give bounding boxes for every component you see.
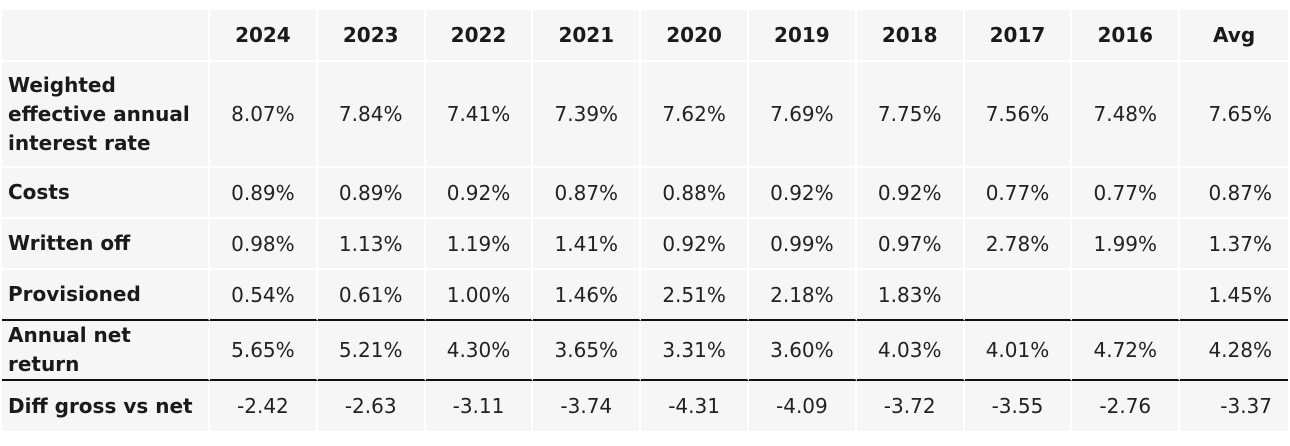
table-cell: 0.98% (210, 219, 318, 270)
table-cell: 1.99% (1072, 219, 1181, 270)
table-cell-average: 1.45% (1180, 270, 1288, 321)
table-cell: 3.65% (533, 321, 642, 381)
table-row-interest-rate: Weighted effective annual interest rate … (2, 62, 1288, 168)
table-cell: 0.89% (210, 168, 318, 219)
table-cell: 0.89% (317, 168, 426, 219)
table-cell: -3.11 (425, 381, 534, 433)
table-cell: 5.21% (317, 321, 426, 381)
table-cell: 1.19% (425, 219, 534, 270)
table-cell: 0.99% (748, 219, 857, 270)
table-cell: 4.72% (1072, 321, 1181, 381)
row-label: Written off (2, 219, 210, 270)
table-cell: -2.63 (317, 381, 426, 433)
table-cell: 0.61% (317, 270, 426, 321)
table-cell-average: 0.87% (1180, 168, 1288, 219)
table-cell: 0.92% (856, 168, 965, 219)
header-year-2019: 2019 (748, 10, 857, 62)
table-cell: 1.00% (425, 270, 534, 321)
header-year-2020: 2020 (641, 10, 749, 62)
table-cell: 7.62% (641, 62, 749, 168)
table-cell-average: -3.37 (1180, 381, 1288, 433)
row-label: Provisioned (2, 270, 210, 321)
row-label: Diff gross vs net (2, 381, 210, 433)
table-cell: -3.55 (964, 381, 1073, 433)
table-cell (1072, 270, 1181, 321)
row-label: Costs (2, 168, 210, 219)
table-cell: 3.60% (748, 321, 857, 381)
table-cell: 1.13% (317, 219, 426, 270)
table-cell-average: 4.28% (1180, 321, 1288, 381)
table-cell: 0.54% (210, 270, 318, 321)
header-year-2021: 2021 (533, 10, 642, 62)
table-row-provisioned: Provisioned 0.54% 0.61% 1.00% 1.46% 2.51… (2, 270, 1288, 321)
table-cell: 0.77% (964, 168, 1073, 219)
table-cell: 0.87% (533, 168, 642, 219)
header-year-2022: 2022 (425, 10, 534, 62)
table-cell: -3.72 (856, 381, 965, 433)
table-cell: 7.41% (425, 62, 534, 168)
table-cell: 1.83% (856, 270, 965, 321)
header-corner (2, 10, 210, 62)
table-cell-average: 7.65% (1180, 62, 1288, 168)
table-cell: 4.30% (425, 321, 534, 381)
table-cell: -4.09 (748, 381, 857, 433)
table-cell: 2.78% (964, 219, 1073, 270)
header-year-2024: 2024 (210, 10, 318, 62)
table-cell: 7.69% (748, 62, 857, 168)
table-row-diff-gross-net: Diff gross vs net -2.42 -2.63 -3.11 -3.7… (2, 381, 1288, 433)
table-cell: 0.92% (425, 168, 534, 219)
row-label: Annual net return (2, 321, 210, 381)
table-cell: 0.77% (1072, 168, 1181, 219)
table-cell: 7.56% (964, 62, 1073, 168)
header-year-2016: 2016 (1072, 10, 1181, 62)
table-cell: 1.46% (533, 270, 642, 321)
table-cell: 1.41% (533, 219, 642, 270)
table-cell: 2.51% (641, 270, 749, 321)
header-average: Avg (1180, 10, 1288, 62)
table-cell: 5.65% (210, 321, 318, 381)
table-cell: 4.01% (964, 321, 1073, 381)
table-cell: 7.75% (856, 62, 965, 168)
table-cell: 0.88% (641, 168, 749, 219)
header-year-2017: 2017 (964, 10, 1073, 62)
table-cell: 2.18% (748, 270, 857, 321)
table-row-costs: Costs 0.89% 0.89% 0.92% 0.87% 0.88% 0.92… (2, 168, 1288, 219)
table-cell: -2.76 (1072, 381, 1181, 433)
table-cell: 7.48% (1072, 62, 1181, 168)
row-label: Weighted effective annual interest rate (2, 62, 210, 168)
table-cell: 3.31% (641, 321, 749, 381)
table-cell: 0.92% (748, 168, 857, 219)
returns-table: 2024 2023 2022 2021 2020 2019 2018 2017 … (2, 10, 1288, 433)
table-cell: 0.92% (641, 219, 749, 270)
table-cell: 4.03% (856, 321, 965, 381)
table-cell: -4.31 (641, 381, 749, 433)
header-row: 2024 2023 2022 2021 2020 2019 2018 2017 … (2, 10, 1288, 62)
table-cell: -3.74 (533, 381, 642, 433)
table-row-written-off: Written off 0.98% 1.13% 1.19% 1.41% 0.92… (2, 219, 1288, 270)
header-year-2018: 2018 (856, 10, 965, 62)
table-cell: 8.07% (210, 62, 318, 168)
table-cell: -2.42 (210, 381, 318, 433)
table-cell-average: 1.37% (1180, 219, 1288, 270)
table-row-net-return: Annual net return 5.65% 5.21% 4.30% 3.65… (2, 321, 1288, 381)
returns-table-container: 2024 2023 2022 2021 2020 2019 2018 2017 … (2, 10, 1288, 433)
header-year-2023: 2023 (317, 10, 426, 62)
table-cell: 7.84% (317, 62, 426, 168)
table-cell: 0.97% (856, 219, 965, 270)
table-cell (964, 270, 1073, 321)
table-cell: 7.39% (533, 62, 642, 168)
